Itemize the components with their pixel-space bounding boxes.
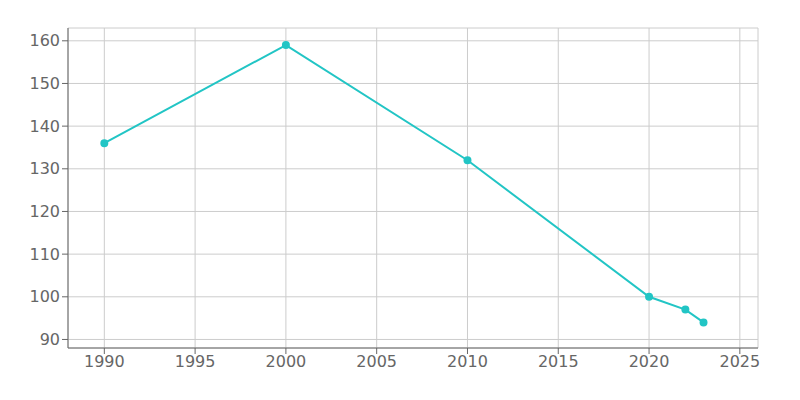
svg-text:1990: 1990 xyxy=(84,352,125,371)
svg-text:120: 120 xyxy=(29,202,60,221)
svg-text:140: 140 xyxy=(29,117,60,136)
svg-text:150: 150 xyxy=(29,74,60,93)
svg-text:2005: 2005 xyxy=(356,352,397,371)
svg-text:2020: 2020 xyxy=(629,352,670,371)
svg-text:2015: 2015 xyxy=(538,352,579,371)
svg-text:100: 100 xyxy=(29,287,60,306)
svg-text:1995: 1995 xyxy=(175,352,216,371)
svg-text:160: 160 xyxy=(29,31,60,50)
svg-text:2025: 2025 xyxy=(719,352,760,371)
svg-text:2010: 2010 xyxy=(447,352,488,371)
svg-text:2000: 2000 xyxy=(266,352,307,371)
svg-text:110: 110 xyxy=(29,245,60,264)
svg-text:90: 90 xyxy=(40,330,60,349)
svg-text:130: 130 xyxy=(29,159,60,178)
